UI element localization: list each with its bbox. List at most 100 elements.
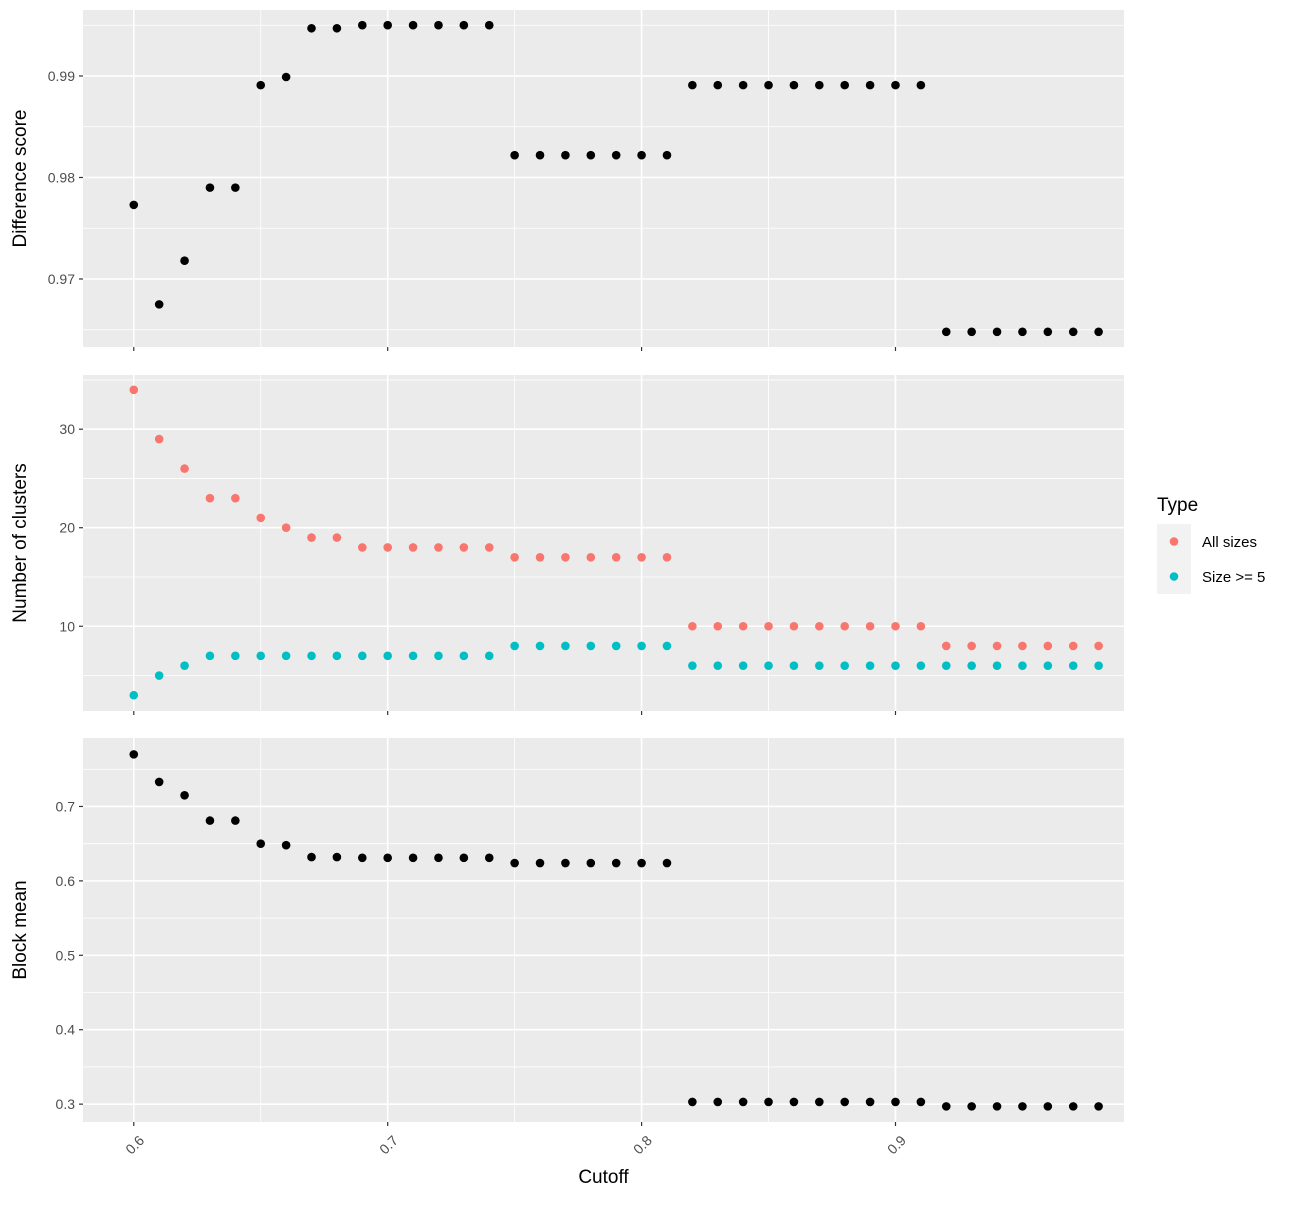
middle-series-0-point	[154, 434, 164, 444]
middle-series-0-point	[561, 552, 570, 562]
bottom-x-tick-label: 0.9	[884, 1132, 909, 1157]
middle-series-1-point	[688, 661, 697, 670]
bottom-series-0-point	[357, 853, 367, 863]
middle-series-0-point	[1068, 641, 1078, 651]
middle-series-1-point	[1068, 661, 1078, 670]
middle-series-1-point	[713, 661, 723, 670]
bottom-series-0-point	[662, 858, 672, 868]
middle-series-1-point	[129, 690, 139, 700]
middle-series-1-point	[256, 651, 266, 661]
middle-series-1-point	[357, 651, 367, 661]
middle-series-0-point	[865, 621, 875, 631]
bottom-series-0-point	[307, 852, 316, 862]
middle-series-0-point	[637, 552, 646, 562]
bottom-series-0-point	[1043, 1102, 1053, 1111]
top-series-0-point	[510, 150, 519, 160]
middle-series-0-point	[129, 385, 139, 395]
top-series-0-point	[535, 150, 545, 160]
middle-series-1-point	[992, 661, 1002, 670]
middle-series-0-point	[256, 513, 266, 523]
bottom-series-0-point	[408, 853, 418, 863]
middle-series-1-point	[916, 661, 926, 670]
middle-series-1-point	[738, 661, 748, 670]
middle-series-1-point	[611, 641, 621, 651]
middle-series-1-point	[1018, 661, 1027, 670]
middle-series-0-point	[967, 641, 976, 651]
middle-series-0-point	[840, 621, 850, 631]
top-series-0-point	[561, 150, 570, 160]
middle-series-0-point	[662, 552, 672, 562]
bottom-y-axis-label: Block mean	[10, 880, 31, 979]
middle-series-1-point	[967, 661, 976, 670]
middle-series-1-point	[510, 641, 519, 651]
middle-series-0-point	[738, 621, 748, 631]
middle-series-1-point	[941, 661, 951, 670]
bottom-series-0-point	[281, 840, 291, 850]
bottom-series-0-point	[840, 1097, 850, 1107]
middle-series-0-point	[357, 543, 367, 552]
legend-marker-1	[1169, 572, 1179, 581]
top-series-0-point	[434, 20, 443, 30]
top-y-tick-label: 0.99	[48, 68, 75, 84]
bottom-panel-background	[83, 738, 1124, 1122]
middle-y-tick-label: 20	[59, 520, 75, 536]
bottom-series-0-point	[992, 1102, 1002, 1111]
bottom-series-0-point	[129, 750, 139, 759]
top-series-0-point	[408, 20, 418, 30]
middle-series-1-point	[154, 671, 164, 680]
bottom-series-0-point	[561, 858, 570, 868]
bottom-y-tick-label: 0.5	[56, 947, 76, 963]
middle-series-1-point	[332, 651, 342, 661]
legend-marker-0	[1169, 537, 1179, 546]
middle-series-1-point	[180, 661, 189, 670]
top-series-0-point	[865, 80, 875, 90]
middle-series-0-point	[510, 552, 519, 562]
middle-series-1-point	[231, 651, 240, 661]
top-series-0-point	[637, 150, 646, 160]
middle-series-1-point	[561, 641, 570, 651]
bottom-series-0-point	[865, 1097, 875, 1107]
bottom-y-tick-label: 0.4	[56, 1022, 76, 1038]
top-series-0-point	[738, 80, 748, 90]
middle-series-0-point	[535, 552, 545, 562]
middle-series-0-point	[1094, 641, 1103, 651]
bottom-series-0-point	[815, 1097, 824, 1107]
middle-series-1-point	[1043, 661, 1053, 670]
middle-series-0-point	[459, 543, 469, 552]
middle-series-0-point	[281, 523, 291, 533]
middle-series-1-point	[789, 661, 799, 670]
bottom-series-0-point	[1018, 1102, 1027, 1111]
top-y-axis-label: Difference score	[10, 110, 31, 248]
top-series-0-point	[281, 72, 291, 82]
bottom-series-0-point	[611, 858, 621, 868]
bottom-series-0-point	[713, 1097, 723, 1107]
top-series-0-point	[129, 200, 139, 210]
bottom-series-0-point	[383, 853, 392, 863]
top-series-0-point	[180, 256, 189, 266]
bottom-series-0-point	[967, 1102, 976, 1111]
bottom-series-0-point	[535, 858, 545, 868]
middle-series-0-point	[205, 493, 215, 503]
top-series-0-point	[789, 80, 799, 90]
middle-series-0-point	[586, 552, 596, 562]
top-series-0-point	[688, 80, 697, 90]
middle-series-0-point	[307, 533, 316, 542]
bottom-series-0-point	[789, 1097, 799, 1107]
middle-series-1-point	[459, 651, 469, 661]
middle-series-1-point	[408, 651, 418, 661]
top-panel-background	[83, 10, 1124, 347]
middle-series-1-point	[637, 641, 646, 651]
bottom-series-0-point	[332, 852, 342, 862]
middle-series-1-point	[484, 651, 494, 661]
top-series-0-point	[357, 20, 367, 30]
middle-series-1-point	[281, 651, 291, 661]
top-series-0-point	[256, 80, 266, 90]
middle-series-1-point	[840, 661, 850, 670]
middle-series-0-point	[383, 543, 392, 552]
top-series-0-point	[840, 80, 850, 90]
middle-series-0-point	[1018, 641, 1027, 651]
top-series-0-point	[916, 80, 926, 90]
bottom-series-0-point	[510, 858, 519, 868]
